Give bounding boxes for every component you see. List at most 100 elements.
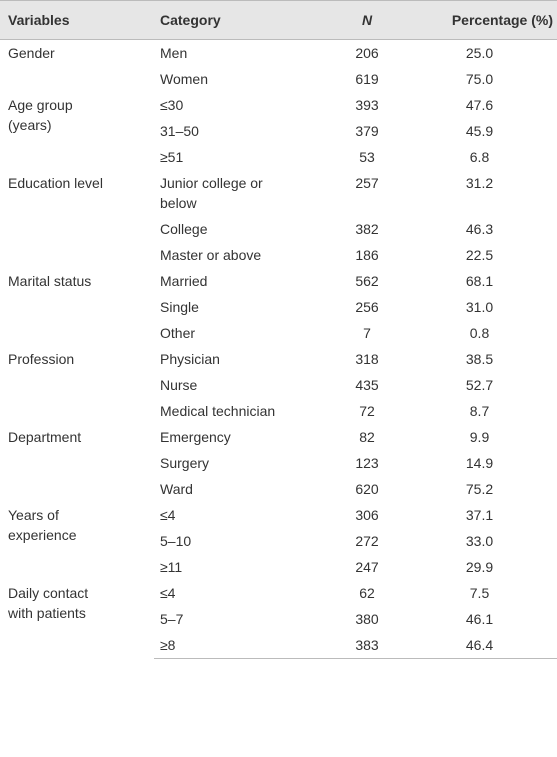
n-cell: 62 [359, 585, 375, 601]
table-row: Surgery 123 14.9 [0, 450, 557, 476]
percentage-cell: 52.7 [465, 377, 494, 393]
table-row: Single 256 31.0 [0, 294, 557, 320]
percentage-cell: 29.9 [465, 559, 494, 575]
category-text: College [160, 221, 208, 237]
category-cell: Other [154, 320, 332, 346]
n-cell: 393 [355, 97, 379, 113]
percentage-cell: 46.3 [465, 221, 494, 237]
category-text: 5–7 [160, 611, 184, 627]
category-text: Nurse [160, 377, 198, 393]
percentage-cell: 7.5 [469, 585, 490, 601]
category-text: Ward [160, 481, 193, 497]
table-row: Other 7 0.8 [0, 320, 557, 346]
n-cell: 53 [359, 149, 375, 165]
category-cell: ≥11 [154, 554, 332, 580]
table-row: Gender Men 206 25.0 [0, 40, 557, 67]
percentage-cell: 31.2 [465, 175, 494, 191]
percentage-cell: 75.2 [465, 481, 494, 497]
n-cell: 272 [355, 533, 379, 549]
header-cell: Category [154, 0, 332, 40]
category-text: ≥8 [160, 637, 176, 653]
category-cell: ≤4 [154, 502, 332, 528]
table-row: Age group (years) ≤30 393 47.6 [0, 92, 557, 133]
category-cell: ≤30 [154, 92, 332, 118]
table-header: Variables Category N Percentage (%) [0, 0, 557, 40]
header-text: N [361, 12, 373, 28]
n-cell: 379 [355, 123, 379, 139]
n-cell: 256 [355, 299, 379, 315]
table-row: ≥51 53 6.8 [0, 144, 557, 170]
category-cell: Single [154, 294, 332, 320]
variable-cell: Daily contact with patients [0, 580, 154, 659]
category-cell: ≤4 [154, 580, 332, 606]
n-cell: 562 [355, 273, 379, 289]
n-cell: 247 [355, 559, 379, 575]
variable-cell: Department [0, 424, 154, 502]
category-cell: Junior college or below [154, 170, 332, 216]
n-cell: 380 [355, 611, 379, 627]
n-cell: 383 [332, 632, 402, 659]
category-text: 5–10 [160, 533, 192, 549]
table-row: ≥8 383 46.4 [0, 632, 557, 659]
n-cell: 306 [355, 507, 379, 523]
category-cell: Surgery [154, 450, 332, 476]
table-row: Daily contact with patients ≤4 62 7.5 [0, 580, 557, 621]
category-text: 31–50 [160, 123, 199, 139]
percentage-cell: 25.0 [465, 45, 494, 61]
table-row: Years of experience ≤4 306 37.1 [0, 502, 557, 543]
category-text: Married [160, 273, 208, 289]
percentage-cell: 8.7 [469, 403, 490, 419]
table-row: Education level Junior college or below 25… [0, 170, 557, 216]
table-row: Ward 620 75.2 [0, 476, 557, 502]
category-text: Emergency [160, 429, 231, 445]
category-cell: ≥8 [154, 632, 332, 659]
header-cell: Variables [0, 0, 154, 40]
table-row: 31–50 379 45.9 [0, 118, 557, 144]
category-text: ≤4 [160, 507, 176, 523]
percentage-cell: 68.1 [465, 273, 494, 289]
n-cell: 206 [355, 45, 379, 61]
variable-cell: Gender [0, 40, 154, 93]
variable-cell: Education level [0, 170, 154, 268]
category-text: Master or above [160, 247, 262, 263]
percentage-cell: 22.5 [465, 247, 494, 263]
percentage-cell: 9.9 [469, 429, 490, 445]
category-cell: 5–10 [154, 528, 332, 554]
data-table: Variables Category N Percentage (%) Gend… [0, 0, 557, 659]
table-row: ≥11 247 29.9 [0, 554, 557, 580]
n-cell: 123 [355, 455, 379, 471]
category-text: Men [160, 45, 188, 61]
category-cell: Master or above [154, 242, 332, 268]
percentage-cell: 45.9 [465, 123, 494, 139]
category-cell: Nurse [154, 372, 332, 398]
n-cell: 186 [355, 247, 379, 263]
variable-text: Department [8, 429, 82, 445]
percentage-cell: 75.0 [465, 71, 494, 87]
variable-text: Years of experience [8, 507, 77, 543]
n-cell: 435 [355, 377, 379, 393]
percentage-cell: 46.4 [402, 632, 557, 659]
variable-cell: Age group (years) [0, 92, 154, 170]
variable-cell: Marital status [0, 268, 154, 346]
variable-text: Daily contact with patients [8, 585, 89, 621]
category-text: Medical technician [160, 403, 276, 419]
category-text: ≥51 [160, 149, 184, 165]
category-text: ≤4 [160, 585, 176, 601]
header-cell: N [332, 0, 402, 40]
n-cell: 82 [359, 429, 375, 445]
category-cell: ≥51 [154, 144, 332, 170]
n-cell: 382 [355, 221, 379, 237]
n-cell: 7 [363, 325, 371, 341]
category-cell: College [154, 216, 332, 242]
category-text: ≤30 [160, 97, 184, 113]
category-cell: Men [154, 40, 332, 67]
variable-text: Marital status [8, 273, 92, 289]
percentage-cell: 31.0 [465, 299, 494, 315]
table-row: Medical technician 72 8.7 [0, 398, 557, 424]
percentage-cell: 46.1 [465, 611, 494, 627]
n-cell: 619 [355, 71, 379, 87]
n-cell: 318 [355, 351, 379, 367]
table-row: Women 619 75.0 [0, 66, 557, 92]
table-row: College 382 46.3 [0, 216, 557, 242]
n-cell: 257 [355, 175, 379, 191]
